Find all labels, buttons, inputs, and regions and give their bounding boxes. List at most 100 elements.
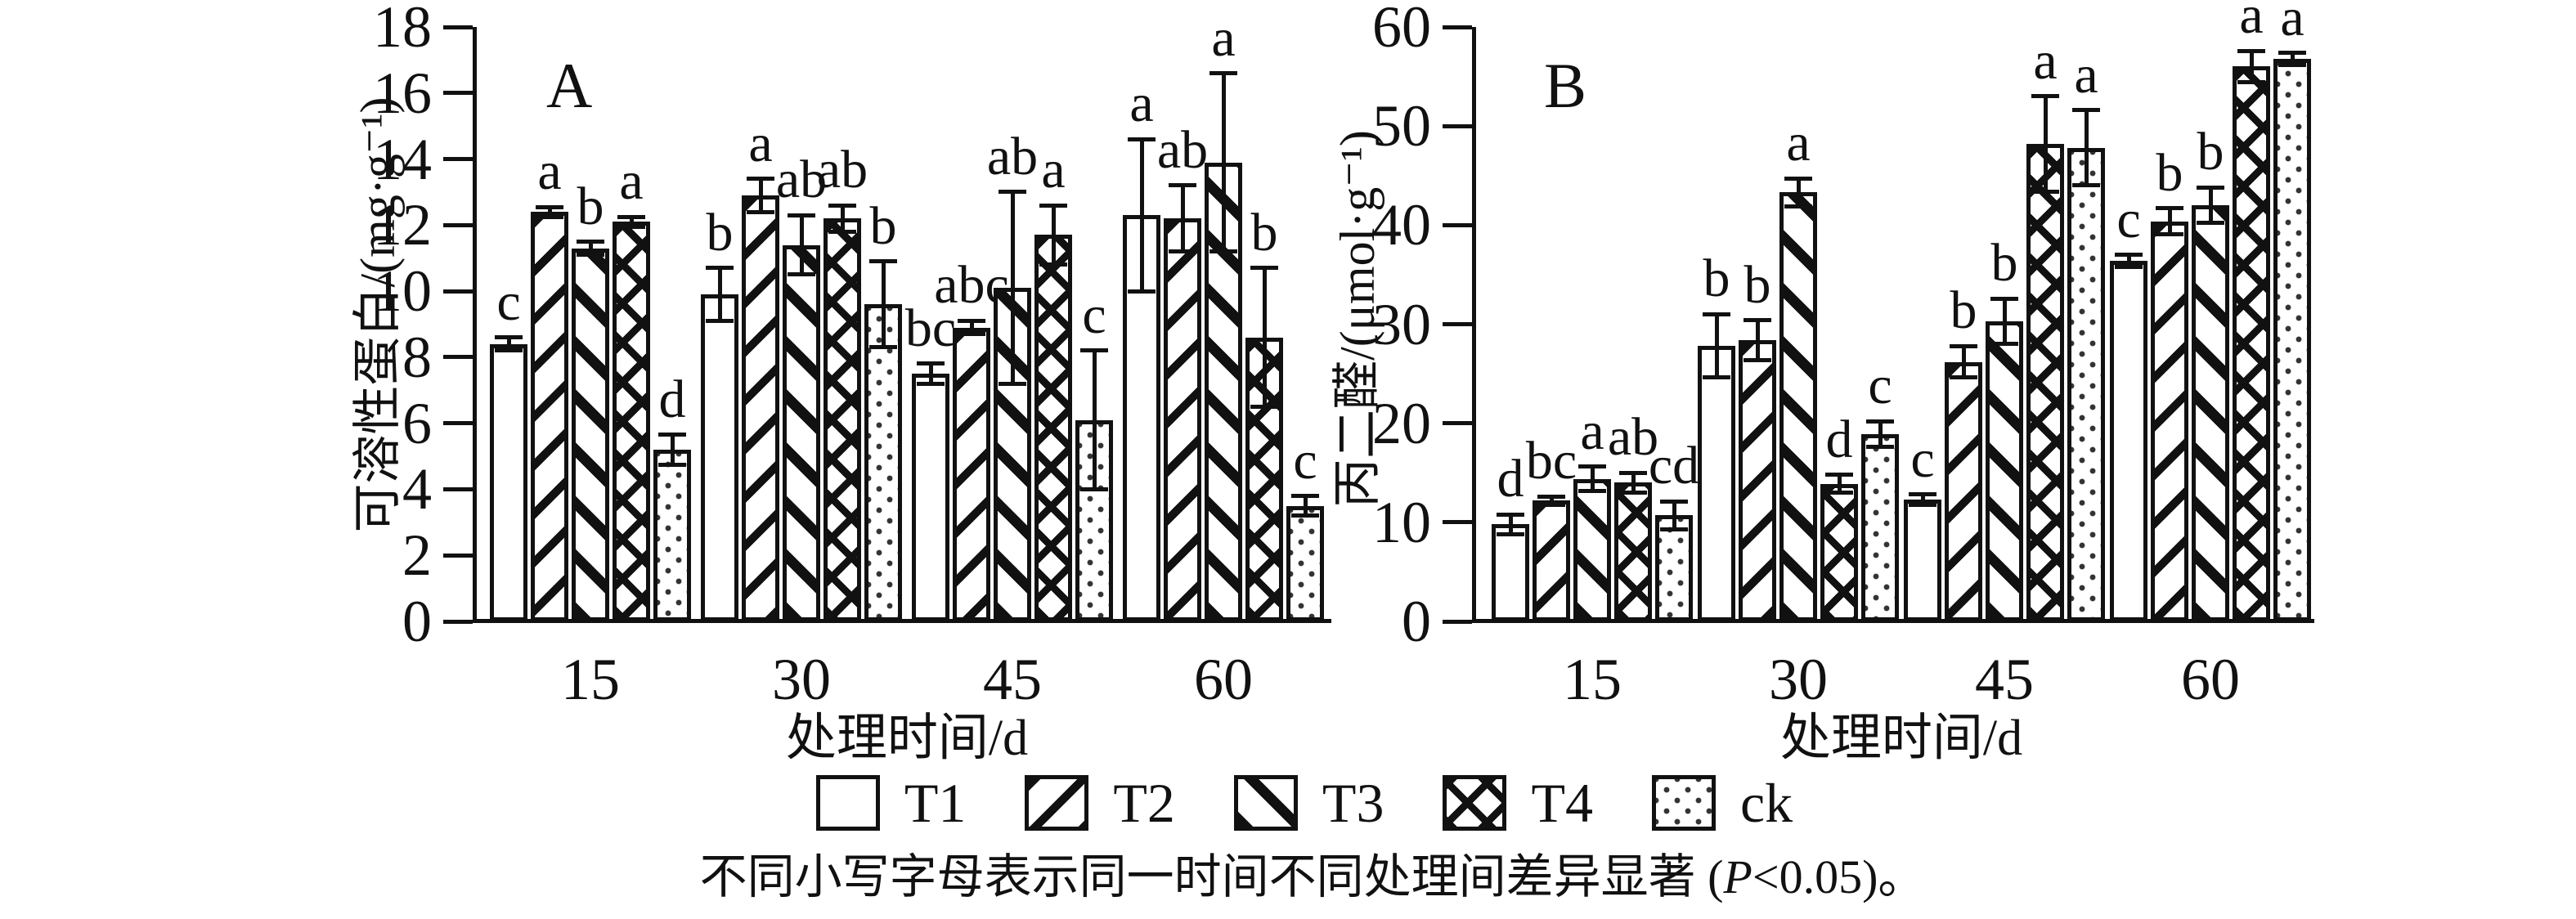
sig-letter: bc (1525, 431, 1577, 491)
error-bar (1672, 501, 1676, 530)
y-axis-title-a: 可溶性蛋白/(mg·g⁻¹) (351, 96, 405, 533)
error-bar (670, 434, 675, 465)
error-bar-cap (2197, 221, 2224, 226)
error-bar-cap (1784, 176, 1812, 181)
bar-t3-30 (1779, 192, 1817, 621)
error-bar-cap (2072, 183, 2100, 188)
chart-panel-b: 0 10 20 30 40 50 60 15 d bc a ab cd 30 b b a d c 45 c b b a a 60 c… (1372, 0, 2314, 709)
error-bar-cap (1660, 527, 1688, 531)
bar-t3-60 (2192, 205, 2229, 621)
error-bar-cap (1866, 419, 1894, 424)
bar-t1-45 (912, 374, 949, 621)
error-bar-cap (2278, 51, 2306, 56)
y-axis-line (473, 27, 477, 621)
error-bar-cap (1250, 404, 1278, 409)
y-tick-label: 4 (402, 456, 432, 522)
bar-t1-60 (2110, 260, 2147, 621)
error-bar-cap (1825, 490, 1853, 495)
error-bar (1051, 205, 1056, 265)
bar-t4-45 (2026, 143, 2064, 621)
sig-letter: c (1293, 430, 1317, 491)
legend-label-t2: T2 (1113, 772, 1175, 834)
error-bar (1303, 495, 1308, 516)
error-bar (1961, 346, 1966, 378)
y-tick-label: 10 (373, 258, 432, 325)
error-bar-cap (958, 332, 985, 337)
error-bar (1590, 466, 1595, 491)
sig-letter: bc (904, 298, 957, 358)
error-bar-cap (495, 335, 523, 340)
error-bar-cap (1169, 183, 1196, 188)
error-bar (1092, 350, 1097, 490)
sig-letter: c (496, 271, 521, 332)
error-bar (1180, 185, 1185, 252)
error-bar-cap (1169, 249, 1196, 254)
error-bar-cap (1744, 318, 1771, 323)
legend-item-t1: T1 (815, 775, 966, 831)
x-axis-title-b: 处理时间/d (1779, 711, 2023, 766)
error-bar-cap (495, 348, 523, 353)
sig-letter: b (2156, 142, 2183, 203)
error-bar-cap (1128, 289, 1156, 294)
bar-t2-60 (2151, 221, 2188, 621)
sig-letter: a (1129, 74, 1154, 134)
caption-text: 不同小写字母表示同一时间不同处理间差异显著 ( (699, 850, 1724, 903)
error-bar (969, 321, 974, 334)
bar-t3-15 (572, 248, 609, 621)
error-bar-cap (1578, 488, 1606, 493)
error-bar (1262, 267, 1267, 407)
legend-label-ck: ck (1740, 772, 1793, 834)
y-axis-line (1472, 27, 1476, 621)
x-tick-label: 15 (1563, 647, 1622, 712)
sig-letter: a (2033, 30, 2058, 91)
error-bar-cap (617, 214, 645, 219)
error-bar (2002, 298, 2007, 344)
x-tick-label: 30 (1769, 647, 1828, 712)
error-bar-cap (1039, 262, 1067, 267)
y-tick-label: 10 (1372, 489, 1431, 555)
error-bar (799, 215, 804, 275)
sig-letter: a (2280, 0, 2304, 47)
error-bar-cap (1209, 71, 1237, 76)
sig-letter: c (1910, 428, 1935, 489)
error-bar-cap (1537, 494, 1565, 499)
sig-letter: a (619, 151, 644, 212)
bar-ck-15 (653, 449, 691, 621)
error-bar-cap (706, 266, 734, 271)
sig-letter: a (2239, 0, 2264, 46)
y-tick (443, 222, 473, 227)
error-bar-cap (577, 240, 604, 244)
error-bar-cap (747, 177, 774, 182)
y-tick-label: 30 (1372, 291, 1431, 357)
error-bar-cap (2237, 80, 2265, 85)
sig-letter: c (1868, 356, 1892, 416)
bar-t4-15 (1614, 482, 1652, 621)
error-bar (2043, 96, 2048, 192)
y-tick (443, 91, 473, 96)
legend-label-t3: T3 (1322, 772, 1384, 834)
error-bar (2249, 51, 2254, 83)
y-tick (1443, 25, 1472, 29)
error-bar (1508, 514, 1513, 535)
error-bar (881, 261, 886, 347)
error-bar-cap (658, 462, 686, 467)
caption: 不同小写字母表示同一时间不同处理间差异显著 (P<0.05)。 (0, 850, 2576, 904)
sig-letter: b (1950, 280, 1977, 341)
sig-letter: cd (1648, 436, 1700, 496)
chart-panel-a: 0 2 4 6 8 10 12 14 16 18 15 c a b a d 30 b a ab ab b 45 bc abc ab… (373, 0, 1331, 709)
error-bar (1221, 73, 1226, 252)
error-bar-cap (2031, 189, 2059, 194)
error-bar (547, 207, 552, 217)
error-bar-cap (2278, 62, 2306, 67)
error-bar-cap (1660, 499, 1688, 504)
error-bar-cap (958, 318, 985, 323)
y-tick-label: 12 (373, 192, 432, 258)
error-bar (1920, 494, 1925, 505)
error-bar-cap (617, 224, 645, 229)
error-bar-cap (1039, 203, 1067, 208)
error-bar-cap (1497, 512, 1524, 517)
error-bar (588, 241, 593, 255)
bar-t4-45 (1034, 235, 1072, 621)
bar-t4-30 (824, 218, 861, 621)
bar-t3-15 (1573, 478, 1611, 621)
